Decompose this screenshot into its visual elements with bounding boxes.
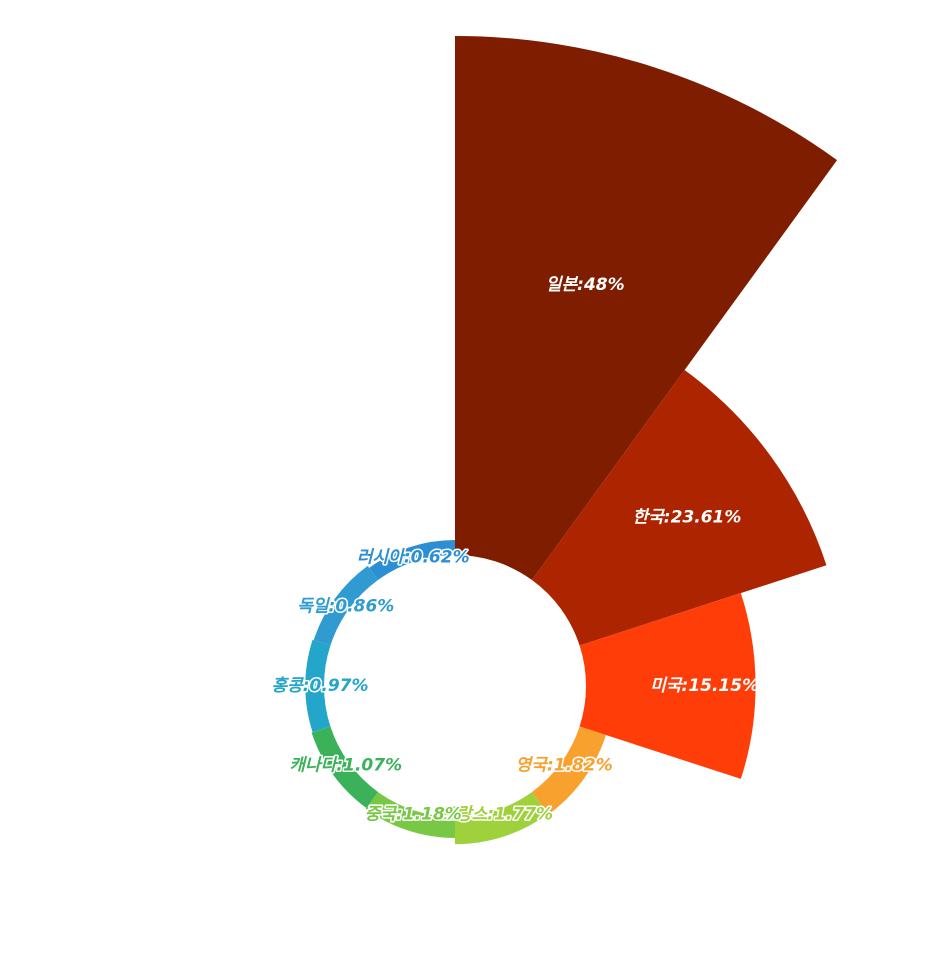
slice-label-6: 캐나다:1.07% (289, 755, 402, 775)
slice-7[interactable] (305, 639, 331, 733)
slice-2[interactable] (579, 593, 756, 779)
slice-3[interactable] (531, 726, 606, 815)
slice-label-9: 러시아:0.62% (357, 548, 470, 568)
slice-6[interactable] (311, 726, 379, 808)
slice-8[interactable] (313, 565, 379, 646)
slice-label-1: 한국:23.61% (633, 507, 742, 527)
slice-9[interactable] (369, 540, 455, 581)
slice-0[interactable] (455, 36, 838, 581)
slice-1[interactable] (531, 370, 827, 646)
slice-label-4: 프랑스:1.77% (440, 804, 553, 824)
slice-label-2: 미국:15.15% (650, 676, 759, 696)
slice-5[interactable] (365, 791, 455, 838)
slice-label-3: 영국:1.82% (516, 755, 613, 775)
slice-label-8: 독일:0.86% (297, 597, 394, 617)
slice-4[interactable] (455, 791, 549, 845)
slice-label-7: 홍콩:0.97% (271, 676, 368, 696)
slice-label-0: 일본:48% (546, 275, 625, 295)
slice-label-5: 중국:1.18% (365, 804, 462, 824)
labels-group: 일본:48% 한국:23.61% 미국:15.15% 영국:1.82% 프랑스:1.77… (270, 275, 759, 826)
slices-group (305, 36, 838, 845)
